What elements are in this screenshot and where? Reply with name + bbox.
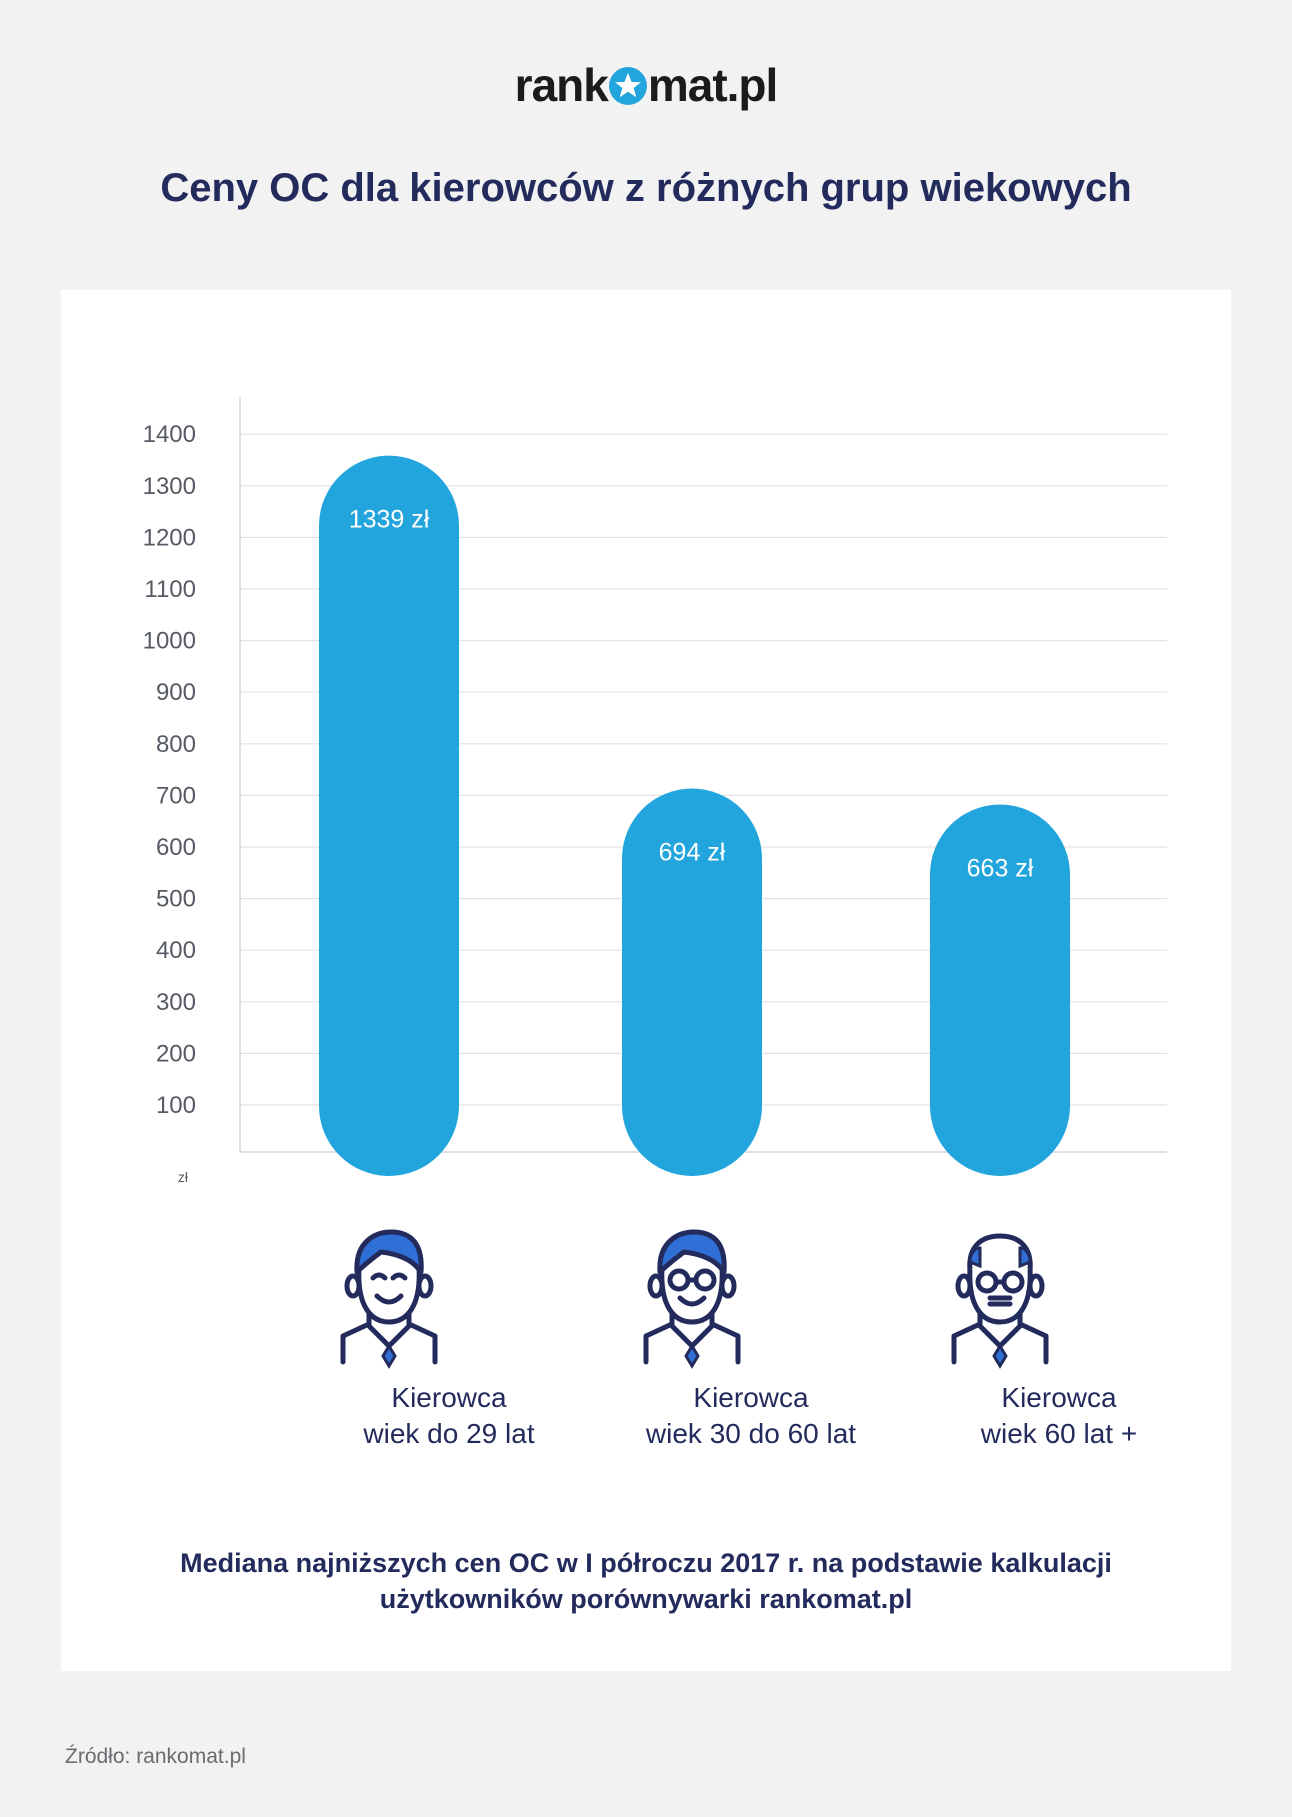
rankomat-logo: rank mat.pl bbox=[514, 59, 779, 111]
y-tick-label: 1300 bbox=[143, 473, 196, 500]
bar bbox=[930, 804, 1070, 1176]
bar-value-label: 663 zł bbox=[967, 854, 1034, 882]
category-label-young: Kierowca wiek do 29 lat bbox=[363, 1382, 535, 1449]
y-unit-label: zł bbox=[178, 1169, 189, 1185]
category-label-senior: Kierowca wiek 60 lat + bbox=[980, 1382, 1138, 1449]
senior-driver-icon bbox=[951, 1233, 1049, 1369]
y-tick-label: 100 bbox=[156, 1092, 196, 1119]
y-tick-label: 500 bbox=[156, 886, 196, 913]
y-tick-label: 700 bbox=[156, 782, 196, 809]
y-tick-label: 1100 bbox=[144, 576, 196, 603]
y-tick-label: 400 bbox=[156, 937, 196, 964]
bar bbox=[319, 455, 459, 1176]
source-note: Źródło: rankomat.pl bbox=[65, 1745, 246, 1768]
y-tick-label: 900 bbox=[156, 679, 196, 706]
y-tick-label: 600 bbox=[156, 834, 196, 861]
bar-chart: 100 200 300 400 500 600 700 800 900 1000 1100 1200 1… bbox=[143, 397, 1167, 1369]
star-icon bbox=[608, 67, 647, 105]
bar-value-label: 694 zł bbox=[659, 838, 726, 866]
chart-card: 100 200 300 400 500 600 700 800 900 1000 1100 1200 1… bbox=[61, 290, 1231, 1671]
chart-footnote: Mediana najniższych cen OC w I półroczu … bbox=[180, 1548, 1112, 1614]
young-driver-icon bbox=[340, 1229, 438, 1369]
middle-aged-driver-glasses-icon bbox=[643, 1229, 741, 1369]
page-title: Ceny OC dla kierowców z różnych grup wie… bbox=[160, 166, 1132, 210]
y-tick-label: 300 bbox=[156, 989, 196, 1016]
category-label-middle: Kierowca wiek 30 do 60 lat bbox=[645, 1382, 857, 1449]
y-tick-label: 1000 bbox=[143, 628, 196, 655]
y-tick-label: 200 bbox=[156, 1040, 196, 1067]
y-tick-label: 1400 bbox=[143, 421, 196, 448]
bar-value-label: 1339 zł bbox=[349, 506, 430, 534]
bar bbox=[622, 788, 762, 1176]
y-tick-label: 1200 bbox=[143, 524, 196, 551]
y-tick-label: 800 bbox=[156, 731, 196, 758]
